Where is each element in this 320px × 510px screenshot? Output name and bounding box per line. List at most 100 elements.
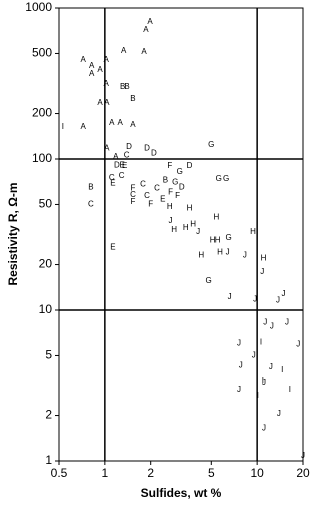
- point-letter: A: [109, 118, 115, 127]
- x-tick-label: 5: [208, 466, 215, 480]
- point-letter: C: [140, 179, 146, 188]
- point-letter: F: [131, 183, 136, 192]
- point-letter: J: [228, 292, 232, 301]
- point-letter: I: [257, 391, 259, 400]
- point-letter: J: [169, 216, 173, 225]
- point-letter: A: [147, 17, 153, 26]
- y-tick-label: 200: [32, 106, 52, 120]
- point-letter: H: [217, 248, 223, 257]
- point-letter: B: [124, 82, 129, 91]
- point-letter: A: [104, 98, 110, 107]
- point-letter: H: [183, 223, 189, 232]
- point-letter: G: [216, 174, 222, 183]
- point-letter: A: [143, 25, 149, 34]
- x-tick-label: 0.5: [51, 466, 68, 480]
- point-letter: J: [237, 385, 241, 394]
- point-letter: J: [237, 339, 241, 348]
- point-letter: G: [223, 174, 229, 183]
- point-letter: F: [167, 161, 172, 170]
- point-letter: B: [88, 182, 93, 191]
- point-letter: F: [168, 188, 173, 197]
- point-letter: G: [205, 276, 211, 285]
- point-letter: J: [263, 317, 267, 326]
- point-letter: J: [262, 423, 266, 432]
- y-tick-label: 5: [45, 348, 52, 362]
- point-letter: J: [270, 321, 274, 330]
- point-letter: G: [172, 177, 178, 186]
- y-tick-label: 50: [39, 197, 53, 211]
- point-letter: H: [250, 227, 256, 236]
- point-letter: I: [262, 376, 264, 385]
- point-letter: D: [126, 142, 132, 151]
- point-letter: A: [103, 79, 109, 88]
- point-letter: G: [226, 233, 232, 242]
- point-letter: J: [262, 378, 266, 387]
- point-letter: A: [97, 98, 103, 107]
- point-letter: C: [88, 200, 94, 209]
- point-letter: E: [120, 160, 125, 169]
- point-letter: J: [285, 317, 289, 326]
- point-letter: J: [252, 351, 256, 360]
- y-tick-label: 2: [45, 408, 52, 422]
- point-letter: A: [89, 61, 95, 70]
- point-letter: I: [289, 385, 291, 394]
- point-letter: H: [167, 202, 173, 211]
- point-letter: A: [103, 55, 109, 64]
- point-letter: H: [198, 250, 204, 259]
- point-letter: E: [110, 242, 115, 251]
- point-letter: H: [171, 225, 177, 234]
- point-letter: C: [109, 173, 115, 182]
- point-letter: I: [260, 338, 262, 347]
- point-letter: J: [282, 289, 286, 298]
- x-tick-label: 2: [147, 466, 154, 480]
- point-letter: D: [114, 160, 120, 169]
- y-tick-label: 1: [45, 453, 52, 467]
- y-tick-label: 10: [39, 302, 53, 316]
- point-letter: I: [62, 122, 64, 131]
- point-letter: I: [281, 365, 283, 374]
- x-axis-title: Sulfides, wt %: [141, 486, 222, 500]
- point-letter: A: [89, 69, 95, 78]
- y-tick-label: 1000: [25, 0, 52, 14]
- point-letter: D: [179, 182, 185, 191]
- point-letter: A: [121, 46, 127, 55]
- point-letter: J: [277, 409, 281, 418]
- point-letter: H: [187, 204, 193, 213]
- point-letter: F: [131, 197, 136, 206]
- point-letter: J: [276, 295, 280, 304]
- point-letter: A: [97, 65, 103, 74]
- point-letter: J: [243, 250, 247, 259]
- point-letter: G: [208, 140, 214, 149]
- point-letter: A: [80, 122, 86, 131]
- point-letter: J: [253, 294, 257, 303]
- plot-frame: [58, 7, 304, 462]
- x-tick-label: 1: [102, 466, 109, 480]
- point-letter: J: [260, 267, 264, 276]
- point-letter: C: [144, 191, 150, 200]
- x-tick-label: 20: [296, 466, 310, 480]
- point-letter: E: [110, 178, 115, 187]
- point-letter: D: [187, 161, 193, 170]
- y-tick-label: 20: [39, 257, 53, 271]
- point-letter: E: [160, 195, 165, 204]
- point-letter: J: [301, 451, 305, 460]
- point-letter: F: [148, 200, 153, 209]
- point-letter: C: [124, 150, 130, 159]
- point-letter: H: [214, 213, 220, 222]
- point-letter: D: [151, 148, 157, 157]
- point-letter: J: [269, 362, 273, 371]
- point-letter: B: [163, 176, 168, 185]
- point-letter: A: [80, 55, 86, 64]
- point-letter: H: [261, 253, 267, 262]
- x-tick-label: 10: [250, 466, 264, 480]
- point-letter: B: [130, 94, 135, 103]
- point-letter: D: [144, 143, 150, 152]
- point-letter: H: [210, 235, 216, 244]
- point-letter: A: [113, 152, 119, 161]
- point-letter: A: [130, 120, 136, 129]
- point-letter: J: [196, 227, 200, 236]
- point-letter: J: [296, 340, 300, 349]
- point-letter: J: [226, 248, 230, 257]
- point-letter: J: [239, 360, 243, 369]
